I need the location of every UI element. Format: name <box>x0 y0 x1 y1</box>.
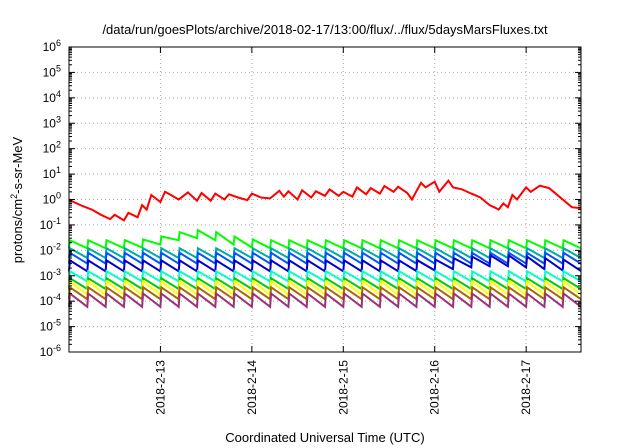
chart-title: /data/run/goesPlots/archive/2018-02-17/1… <box>102 22 548 37</box>
y-tick-label: 10-5 <box>40 318 61 334</box>
x-tick-label: 2018-2-15 <box>336 360 350 415</box>
y-tick-label: 10-3 <box>40 267 61 283</box>
x-tick-label: 2018-2-16 <box>428 360 442 415</box>
series-layer <box>68 179 582 309</box>
y-tick-label: 106 <box>43 38 61 54</box>
y-tick-label: 104 <box>43 89 61 105</box>
y-tick-label: 103 <box>43 114 61 130</box>
series-line-1 <box>68 179 582 222</box>
y-axis-label: protons/cm2-s-sr-MeV <box>9 136 25 263</box>
x-tick-label: 2018-2-13 <box>153 360 167 415</box>
y-tick-label: 10-6 <box>40 343 61 359</box>
y-axis-label-prefix: protons/cm <box>10 199 25 263</box>
y-tick-label: 102 <box>43 140 61 156</box>
x-tick-label: 2018-2-14 <box>245 360 259 415</box>
x-tick-label: 2018-2-17 <box>519 360 533 415</box>
y-axis-label-suffix: -s-sr-MeV <box>10 136 25 193</box>
x-axis-ticks: 2018-2-13 2018-2-14 2018-2-15 2018-2-16 2018… <box>153 47 533 415</box>
series-line-2 <box>68 228 582 250</box>
y-tick-label: 10-1 <box>40 216 61 232</box>
y-tick-label: 105 <box>43 63 61 79</box>
y-axis-ticks: 10-6 10-5 10-4 10-3 10-2 10-1 100 101 102 103 104 1… <box>40 38 581 359</box>
y-axis-label-sup: 2 <box>9 194 19 199</box>
y-tick-label: 10-2 <box>40 241 61 257</box>
y-tick-label: 101 <box>43 165 61 181</box>
series-line-10 <box>68 291 582 309</box>
y-tick-label: 100 <box>43 191 61 207</box>
y-tick-label: 10-4 <box>40 292 61 308</box>
x-axis-label: Coordinated Universal Time (UTC) <box>225 430 424 445</box>
